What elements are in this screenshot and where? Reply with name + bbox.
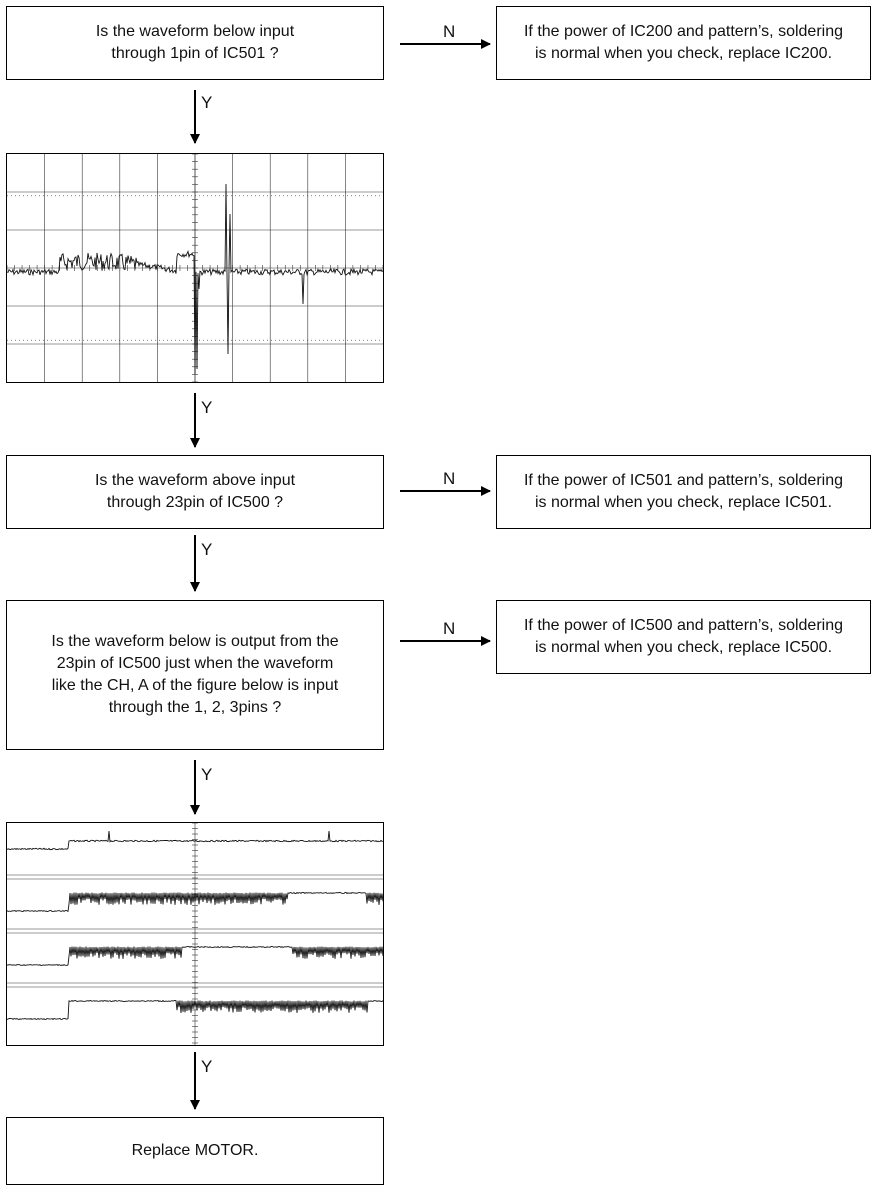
waveform-2-plot (7, 823, 383, 1045)
result-text-1: If the power of IC200 and pattern’s, sol… (523, 23, 843, 62)
result-text-3: If the power of IC500 and pattern’s, sol… (523, 617, 843, 656)
final-action-box: Replace MOTOR. (6, 1117, 384, 1185)
waveform-1-plot (7, 154, 383, 382)
yes-label-3: Y (201, 540, 213, 559)
channel-trace-3 (7, 945, 383, 967)
decision-box-2: Is the waveform above input through 23pi… (6, 455, 384, 529)
result-box-2: If the power of IC501 and pattern’s, sol… (496, 455, 871, 529)
waveform-trace (7, 183, 383, 375)
no-label-1: N (443, 22, 456, 41)
decision-text-2: Is the waveform above input through 23pi… (94, 472, 296, 511)
decision-text-3: Is the waveform below is output from the… (51, 633, 339, 716)
decision-box-1: Is the waveform below input through 1pin… (6, 6, 384, 80)
result-text-2: If the power of IC501 and pattern’s, sol… (523, 472, 843, 511)
result-box-3: If the power of IC500 and pattern’s, sol… (496, 600, 871, 674)
oscilloscope-waveform-1 (6, 153, 384, 383)
decision-text-1: Is the waveform below input through 1pin… (95, 23, 295, 62)
yes-label-2: Y (201, 398, 213, 417)
channel-trace-1 (7, 830, 383, 851)
oscilloscope-waveform-2 (6, 822, 384, 1046)
yes-label-5: Y (201, 1057, 213, 1076)
yes-label-4: Y (201, 765, 213, 784)
yes-label-1: Y (201, 93, 213, 112)
no-label-2: N (443, 469, 456, 488)
result-box-1: If the power of IC200 and pattern’s, sol… (496, 6, 871, 80)
channel-trace-2 (7, 891, 383, 913)
no-label-3: N (443, 619, 456, 638)
decision-box-3: Is the waveform below is output from the… (6, 600, 384, 750)
final-action-text: Replace MOTOR. (131, 1142, 259, 1159)
channel-trace-4 (7, 999, 383, 1021)
